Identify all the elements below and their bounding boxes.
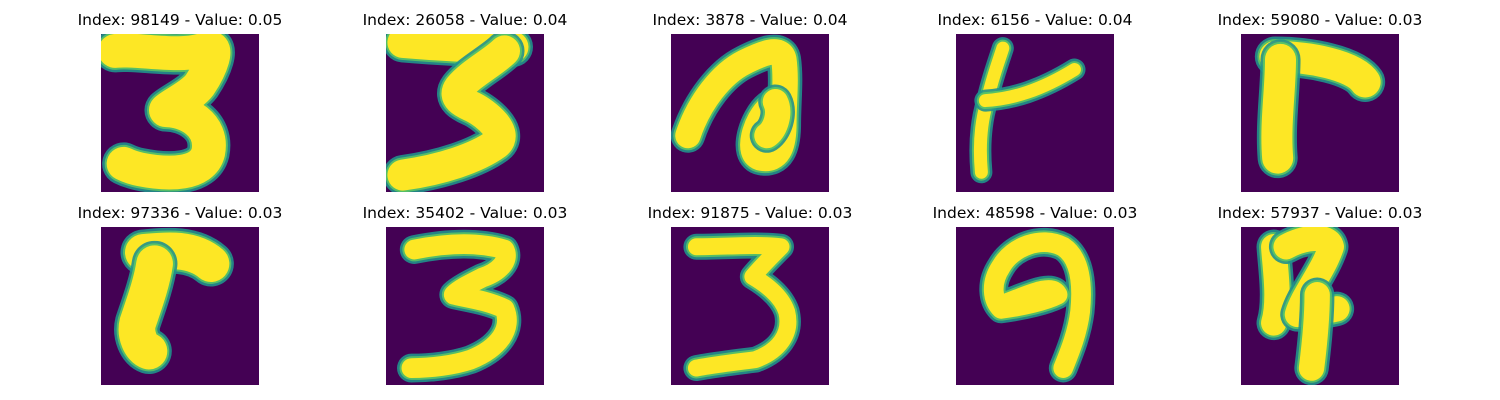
digit-7-like-image bbox=[1241, 34, 1399, 192]
panel-title: Index: 91875 - Value: 0.03 bbox=[647, 204, 853, 222]
digit-3-image bbox=[386, 227, 544, 385]
panel-title: Index: 48598 - Value: 0.03 bbox=[932, 204, 1138, 222]
panel-title: Index: 6156 - Value: 0.04 bbox=[937, 11, 1133, 29]
digit-4-like-image bbox=[956, 34, 1114, 192]
panel-title: Index: 35402 - Value: 0.03 bbox=[362, 204, 568, 222]
panel-title: Index: 3878 - Value: 0.04 bbox=[652, 11, 848, 29]
digit-3-image bbox=[386, 34, 544, 192]
digit-7-like-image bbox=[101, 227, 259, 385]
panel-title: Index: 97336 - Value: 0.03 bbox=[77, 204, 283, 222]
panel-title: Index: 26058 - Value: 0.04 bbox=[362, 11, 568, 29]
curled-loop-image bbox=[671, 34, 829, 192]
panel-title: Index: 98149 - Value: 0.05 bbox=[77, 11, 283, 29]
digit-3-image bbox=[101, 34, 259, 192]
digit-4-image bbox=[1241, 227, 1399, 385]
panel-title: Index: 59080 - Value: 0.03 bbox=[1217, 11, 1423, 29]
digit-3-image bbox=[671, 227, 829, 385]
panel-title: Index: 57937 - Value: 0.03 bbox=[1217, 204, 1423, 222]
digit-9-like-image bbox=[956, 227, 1114, 385]
